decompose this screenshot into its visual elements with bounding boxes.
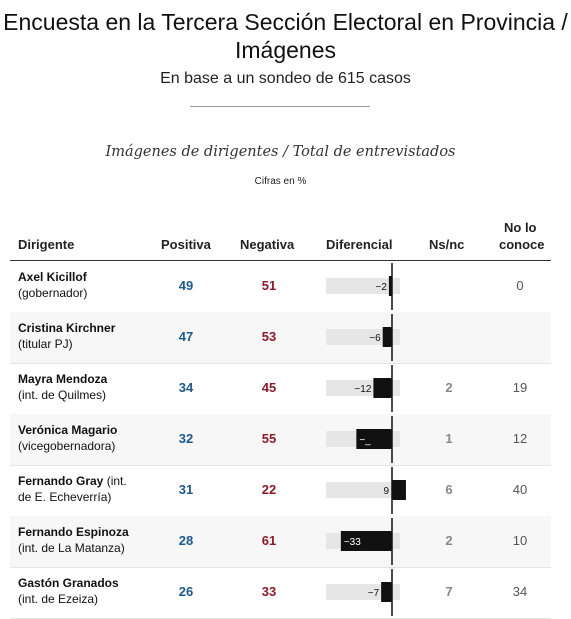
diferencial-bar-chart: −6 [326, 314, 400, 361]
col-header-nsnc: Ns/nc [429, 237, 465, 252]
dirigente-name: Verónica Magario [18, 423, 118, 437]
table-row: Cristina Kirchner (titular PJ) 47 53 −6 [10, 312, 551, 364]
positiva-value: 47 [178, 329, 194, 344]
diferencial-bar-chart: −_ [326, 416, 400, 463]
dirigente-cell: Mayra Mendoza (int. de Quilmes) [18, 371, 138, 403]
units-note: Cifras en % [254, 176, 307, 187]
dirigente-cell: Fernando Espinoza (int. de La Matanza) [18, 524, 138, 556]
diferencial-bar [388, 276, 392, 296]
dirigente-role: (titular PJ) [18, 337, 73, 351]
negativa-value: 55 [261, 431, 277, 446]
negativa-value: 22 [261, 482, 277, 497]
noconoce-value: 19 [512, 380, 528, 395]
dirigente-cell: Fernando Gray (int. de E. Echeverría) [18, 473, 138, 505]
diferencial-label: 9 [383, 486, 389, 497]
noconoce-value: 0 [516, 278, 524, 293]
diferencial-label: −6 [369, 333, 381, 344]
nsnc-value: 2 [445, 533, 453, 548]
diferencial-label: −7 [368, 588, 380, 599]
dirigente-name: Axel Kicillof [18, 270, 87, 284]
nsnc-value: 7 [445, 584, 453, 599]
positiva-value: 26 [178, 584, 194, 599]
negativa-value: 45 [261, 380, 277, 395]
diferencial-bar [373, 378, 392, 398]
diferencial-bar-chart: 9 [326, 467, 406, 514]
diferencial-bar [356, 429, 392, 449]
col-header-noconoce-1: No lo [504, 220, 537, 235]
diferencial-bar [392, 480, 406, 500]
diferencial-bar [340, 531, 392, 551]
dirigente-name: Mayra Mendoza [18, 372, 108, 386]
negativa-value: 61 [261, 533, 277, 548]
dirigente-name: Cristina Kirchner [18, 321, 116, 335]
dirigente-name: Fernando Gray [18, 474, 104, 488]
positiva-value: 31 [178, 482, 194, 497]
negativa-value: 53 [261, 329, 277, 344]
diferencial-bar-chart: −33 [326, 518, 400, 565]
dirigente-role: (vicegobernadora) [18, 439, 116, 453]
col-header-positiva: Positiva [161, 237, 211, 252]
diferencial-label: −_ [359, 435, 371, 446]
col-header-diferencial: Diferencial [326, 237, 393, 252]
positiva-value: 34 [178, 380, 194, 395]
diferencial-bar-chart: −2 [326, 263, 400, 310]
col-header-negativa: Negativa [240, 237, 295, 252]
dirigente-role: (int. de Ezeiza) [18, 592, 99, 606]
col-header-dirigente: Dirigente [18, 237, 75, 252]
table-row: Fernando Gray (int. de E. Echeverría) 31 2… [10, 465, 551, 517]
dirigente-role: (int. de La Matanza) [18, 541, 125, 555]
dirigente-role: (int. de Quilmes) [18, 388, 107, 402]
dirigente-cell: Gastón Granados (int. de Ezeiza) [18, 575, 138, 607]
dirigente-name: Fernando Espinoza [18, 525, 129, 539]
table-row: Mayra Mendoza (int. de Quilmes) 34 45 −12 2 19 [10, 363, 551, 415]
table-row: Verónica Magario (vicegobernadora) 32 55 −_ 1… [10, 414, 551, 466]
noconoce-value: 40 [512, 482, 528, 497]
noconoce-value: 10 [512, 533, 528, 548]
nsnc-value: 6 [445, 482, 453, 497]
table-row: Fernando Espinoza (int. de La Matanza) 28 6… [10, 516, 551, 568]
dirigente-cell: Axel Kicillof (gobernador) [18, 269, 138, 301]
diferencial-bar [381, 582, 392, 602]
diferencial-label: −12 [354, 384, 371, 395]
diferencial-track [326, 278, 400, 294]
table-row: Axel Kicillof (gobernador) 49 51 −2 0 [10, 261, 551, 313]
chart-title: Imágenes de dirigentes / Total de entrev… [105, 144, 456, 160]
noconoce-value: 34 [512, 584, 528, 599]
diferencial-label: −2 [375, 282, 387, 293]
header-rule [10, 260, 551, 261]
divider [190, 106, 370, 107]
dirigente-role: (gobernador) [18, 286, 88, 300]
noconoce-value: 12 [512, 431, 528, 446]
negativa-value: 51 [261, 278, 277, 293]
dirigente-cell: Cristina Kirchner (titular PJ) [18, 320, 138, 352]
dirigente-cell: Verónica Magario (vicegobernadora) [18, 422, 138, 454]
col-header-noconoce-2: conoce [499, 237, 545, 252]
positiva-value: 32 [178, 431, 194, 446]
diferencial-track [326, 329, 400, 345]
dirigente-name: Gastón Granados [18, 576, 119, 590]
table-row: Gastón Granados (int. de Ezeiza) 26 33 −7 7 34 [10, 567, 551, 619]
positiva-value: 49 [178, 278, 194, 293]
diferencial-bar-chart: −12 [326, 365, 400, 412]
page-title: Encuesta en la Tercera Sección Electoral… [3, 9, 568, 63]
positiva-value: 28 [178, 533, 194, 548]
diferencial-label: −33 [344, 537, 361, 548]
nsnc-value: 1 [445, 431, 453, 446]
negativa-value: 33 [261, 584, 277, 599]
diferencial-track [326, 482, 400, 498]
page-subtitle: En base a un sondeo de 615 casos [160, 70, 411, 87]
nsnc-value: 2 [445, 380, 453, 395]
diferencial-bar [382, 327, 392, 347]
dirigente-role: (int. de E. Echeverría) [18, 474, 127, 504]
diferencial-bar-chart: −7 [326, 569, 400, 616]
